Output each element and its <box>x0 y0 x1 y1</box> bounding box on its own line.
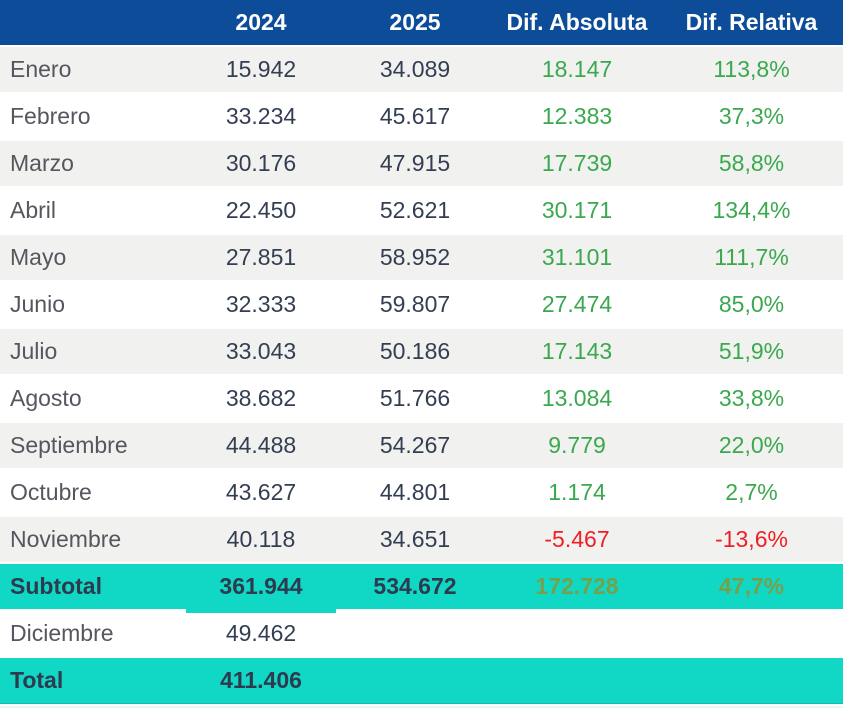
header-dif-absoluta: Dif. Absoluta <box>494 0 660 46</box>
value-2024: 33.043 <box>186 327 336 375</box>
empty-cell <box>494 656 660 704</box>
empty-cell <box>660 609 843 657</box>
value-2024: 22.450 <box>186 186 336 234</box>
empty-cell <box>494 609 660 657</box>
month-label: Julio <box>0 327 186 375</box>
value-2025: 45.617 <box>336 92 494 140</box>
dif-absoluta-value: 17.143 <box>494 327 660 375</box>
table-row-diciembre: Diciembre 49.462 <box>0 609 843 657</box>
month-label: Mayo <box>0 233 186 281</box>
dif-relativa-value: 58,8% <box>660 139 843 187</box>
dif-relativa-value: 113,8% <box>660 45 843 93</box>
value-2024: 38.682 <box>186 374 336 422</box>
value-2025: 50.186 <box>336 327 494 375</box>
dif-absoluta-value: 17.739 <box>494 139 660 187</box>
header-month <box>0 0 186 46</box>
header-row: 2024 2025 Dif. Absoluta Dif. Relativa <box>0 0 843 46</box>
dif-absoluta-value: 31.101 <box>494 233 660 281</box>
subtotal-dif-absoluta: 172.728 <box>494 562 660 610</box>
value-2024: 27.851 <box>186 233 336 281</box>
value-2024: 32.333 <box>186 280 336 328</box>
dif-absoluta-value: 12.383 <box>494 92 660 140</box>
dif-relativa-value: 134,4% <box>660 186 843 234</box>
table-row-febrero: Febrero 33.234 45.617 12.383 37,3% <box>0 92 843 140</box>
value-2025: 58.952 <box>336 233 494 281</box>
dif-absoluta-value: 18.147 <box>494 45 660 93</box>
empty-cell <box>336 609 494 657</box>
empty-cell <box>336 656 494 704</box>
table-row-marzo: Marzo 30.176 47.915 17.739 58,8% <box>0 139 843 187</box>
dif-absoluta-value: 1.174 <box>494 468 660 516</box>
subtotal-2024: 361.944 <box>186 562 336 610</box>
value-2025: 54.267 <box>336 421 494 469</box>
dif-absoluta-value: 13.084 <box>494 374 660 422</box>
month-label: Agosto <box>0 374 186 422</box>
month-label: Febrero <box>0 92 186 140</box>
table-row-octubre: Octubre 43.627 44.801 1.174 2,7% <box>0 468 843 516</box>
header-2025: 2025 <box>336 0 494 46</box>
dif-absoluta-value: 9.779 <box>494 421 660 469</box>
value-2025: 34.089 <box>336 45 494 93</box>
value-2024: 33.234 <box>186 92 336 140</box>
dif-absoluta-value: 30.171 <box>494 186 660 234</box>
total-2024: 411.406 <box>186 656 336 704</box>
total-row: Total 411.406 <box>0 656 843 704</box>
month-label: Junio <box>0 280 186 328</box>
value-2024: 30.176 <box>186 139 336 187</box>
dif-relativa-value: 51,9% <box>660 327 843 375</box>
month-label: Marzo <box>0 139 186 187</box>
dif-relativa-value: 33,8% <box>660 374 843 422</box>
table-row-septiembre: Septiembre 44.488 54.267 9.779 22,0% <box>0 421 843 469</box>
value-2024: 49.462 <box>186 609 336 657</box>
header-dif-relativa: Dif. Relativa <box>660 0 843 46</box>
dif-absoluta-value: -5.467 <box>494 515 660 563</box>
dif-relativa-value: 111,7% <box>660 233 843 281</box>
dif-relativa-value: 2,7% <box>660 468 843 516</box>
table-row-abril: Abril 22.450 52.621 30.171 134,4% <box>0 186 843 234</box>
total-label: Total <box>0 656 186 704</box>
header-2024: 2024 <box>186 0 336 46</box>
table-row-agosto: Agosto 38.682 51.766 13.084 33,8% <box>0 374 843 422</box>
dif-relativa-value: 37,3% <box>660 92 843 140</box>
year-comparison-table: 2024 2025 Dif. Absoluta Dif. Relativa En… <box>0 0 843 704</box>
table-row-enero: Enero 15.942 34.089 18.147 113,8% <box>0 45 843 93</box>
table-row-junio: Junio 32.333 59.807 27.474 85,0% <box>0 280 843 328</box>
month-label: Diciembre <box>0 609 186 657</box>
value-2025: 51.766 <box>336 374 494 422</box>
subtotal-2025: 534.672 <box>336 562 494 610</box>
value-2024: 44.488 <box>186 421 336 469</box>
value-2025: 59.807 <box>336 280 494 328</box>
value-2025: 34.651 <box>336 515 494 563</box>
bottom-divider <box>0 706 843 708</box>
table-row-mayo: Mayo 27.851 58.952 31.101 111,7% <box>0 233 843 281</box>
subtotal-label: Subtotal <box>0 562 186 610</box>
value-2025: 44.801 <box>336 468 494 516</box>
subtotal-row: Subtotal 361.944 534.672 172.728 47,7% <box>0 562 843 610</box>
dif-absoluta-value: 27.474 <box>494 280 660 328</box>
dif-relativa-value: 85,0% <box>660 280 843 328</box>
month-label: Octubre <box>0 468 186 516</box>
value-2025: 52.621 <box>336 186 494 234</box>
value-2024: 43.627 <box>186 468 336 516</box>
dif-relativa-value: 22,0% <box>660 421 843 469</box>
month-label: Noviembre <box>0 515 186 563</box>
table-row-julio: Julio 33.043 50.186 17.143 51,9% <box>0 327 843 375</box>
value-2025: 47.915 <box>336 139 494 187</box>
month-label: Enero <box>0 45 186 93</box>
empty-cell <box>660 656 843 704</box>
value-2024: 40.118 <box>186 515 336 563</box>
table-row-noviembre: Noviembre 40.118 34.651 -5.467 -13,6% <box>0 515 843 563</box>
dif-relativa-value: -13,6% <box>660 515 843 563</box>
value-2024: 15.942 <box>186 45 336 93</box>
month-label: Septiembre <box>0 421 186 469</box>
subtotal-dif-relativa: 47,7% <box>660 562 843 610</box>
month-label: Abril <box>0 186 186 234</box>
